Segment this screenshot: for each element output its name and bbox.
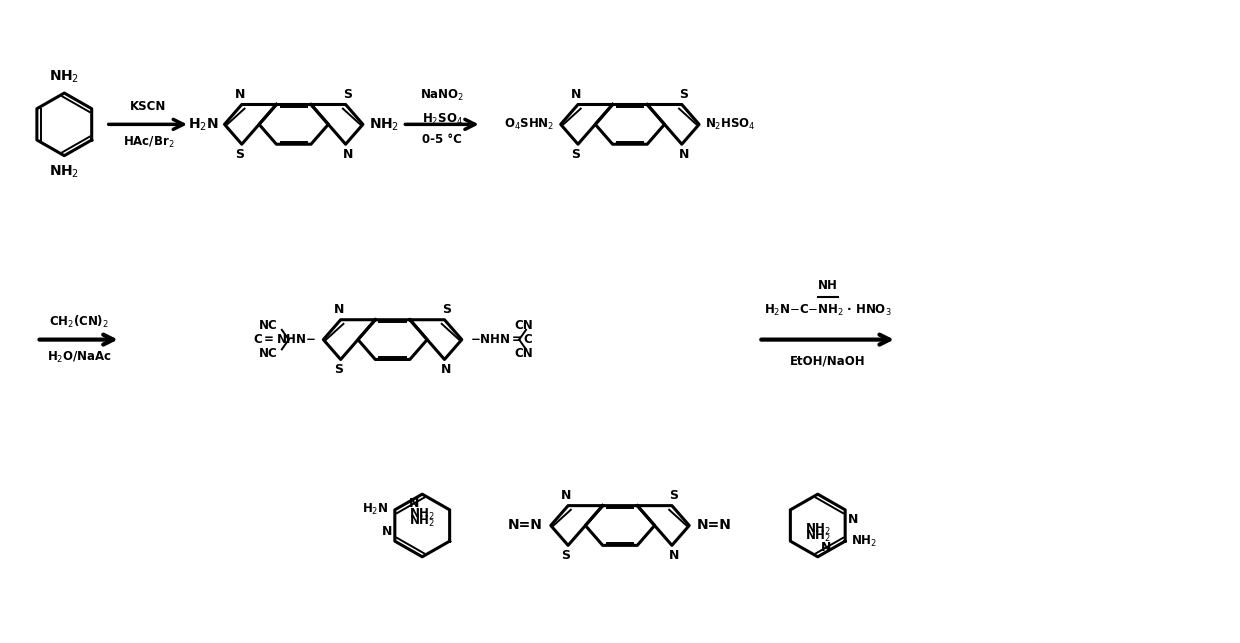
Text: N: N: [821, 541, 831, 554]
Text: H$_2$N: H$_2$N: [362, 502, 389, 518]
Text: N: N: [668, 549, 680, 562]
Text: CH$_2$(CN)$_2$: CH$_2$(CN)$_2$: [50, 314, 109, 330]
Text: $\mathbf{C{=}NHN{-}}$: $\mathbf{C{=}NHN{-}}$: [253, 333, 315, 346]
Text: N: N: [334, 303, 343, 316]
Text: N: N: [234, 87, 246, 100]
Text: EtOH/NaOH: EtOH/NaOH: [790, 355, 866, 368]
Text: N: N: [560, 489, 572, 502]
Text: NC: NC: [259, 320, 278, 332]
Text: N$_2$HSO$_4$: N$_2$HSO$_4$: [706, 117, 755, 132]
Text: KSCN: KSCN: [130, 100, 166, 113]
Text: S: S: [680, 87, 688, 100]
Text: CN: CN: [515, 320, 533, 332]
Text: H$_2$N: H$_2$N: [187, 116, 218, 132]
Text: H$_2$SO$_4$: H$_2$SO$_4$: [422, 112, 463, 127]
Text: N=N: N=N: [508, 518, 543, 532]
Text: NH$_2$: NH$_2$: [409, 507, 435, 522]
Text: NH$_2$: NH$_2$: [851, 534, 877, 548]
Text: NH$_2$: NH$_2$: [50, 163, 79, 180]
Text: N=N: N=N: [697, 518, 732, 532]
Text: NH: NH: [817, 279, 837, 293]
Text: O$_4$SHN$_2$: O$_4$SHN$_2$: [505, 117, 554, 132]
Text: NH$_2$: NH$_2$: [409, 514, 435, 529]
Text: S: S: [441, 303, 451, 316]
Text: H$_2$N$-$C$-$NH$_2$ · HNO$_3$: H$_2$N$-$C$-$NH$_2$ · HNO$_3$: [764, 303, 892, 318]
Text: N: N: [382, 525, 392, 538]
Text: NH$_2$: NH$_2$: [50, 69, 79, 86]
Text: N: N: [678, 148, 689, 161]
Text: H$_2$O/NaAc: H$_2$O/NaAc: [47, 350, 112, 365]
Text: S: S: [236, 148, 244, 161]
Text: NC: NC: [259, 347, 278, 360]
Text: 0-5 °C: 0-5 °C: [422, 132, 463, 145]
Text: S: S: [335, 363, 343, 376]
Text: N: N: [848, 512, 858, 526]
Text: S: S: [670, 489, 678, 502]
Text: HAc/Br$_2$: HAc/Br$_2$: [123, 134, 174, 150]
Text: CN: CN: [515, 347, 533, 360]
Text: S: S: [343, 87, 352, 100]
Text: S: S: [572, 148, 580, 161]
Text: NH$_2$: NH$_2$: [805, 529, 831, 544]
Text: NH$_2$: NH$_2$: [805, 522, 831, 538]
Text: $\mathbf{{-}NHN{=}C}$: $\mathbf{{-}NHN{=}C}$: [470, 333, 533, 346]
Text: N: N: [441, 363, 451, 376]
Text: NaNO$_2$: NaNO$_2$: [420, 87, 464, 102]
Text: N: N: [409, 497, 419, 510]
Text: S: S: [562, 549, 570, 562]
Text: N: N: [570, 87, 582, 100]
Text: N: N: [342, 148, 352, 161]
Text: NH$_2$: NH$_2$: [368, 116, 399, 132]
